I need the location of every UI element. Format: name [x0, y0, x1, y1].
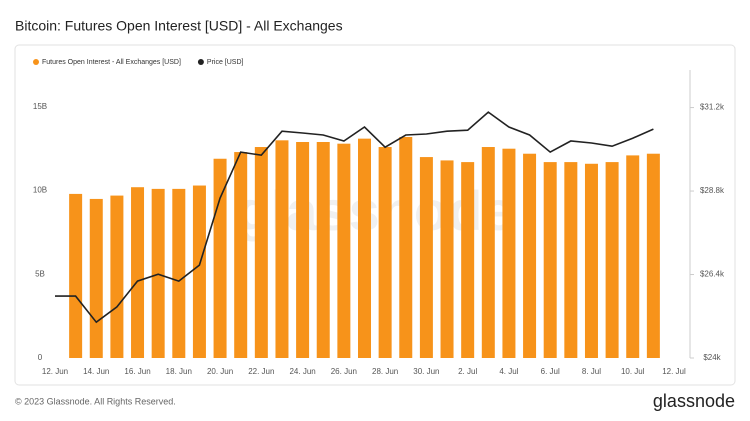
bar [440, 160, 454, 358]
bar [110, 195, 124, 358]
bar [296, 142, 310, 358]
x-tick-label: 18. Jun [166, 367, 192, 376]
bar [234, 152, 248, 358]
y2-tick-label: $26.4k [700, 270, 725, 279]
x-tick-label: 4. Jul [499, 367, 518, 376]
bar [275, 140, 289, 358]
bar [564, 162, 578, 358]
x-tick-label: 22. Jun [248, 367, 274, 376]
bar [543, 162, 557, 358]
x-tick-label: 20. Jun [207, 367, 233, 376]
x-tick-label: 16. Jun [124, 367, 150, 376]
x-tick-label: 28. Jun [372, 367, 398, 376]
bar [419, 157, 433, 358]
bar [192, 185, 206, 358]
logo: glassnode [653, 391, 735, 411]
x-tick-label: 24. Jun [289, 367, 315, 376]
bar [502, 148, 516, 358]
y2-tick-label: $28.8k [700, 186, 725, 195]
y-tick-label: 10B [33, 186, 47, 195]
bar [69, 193, 83, 358]
x-tick-label: 2. Jul [458, 367, 477, 376]
bar [337, 143, 351, 358]
bar [89, 198, 103, 358]
x-tick-label: 12. Jul [662, 367, 686, 376]
bar [646, 153, 660, 358]
x-tick-label: 26. Jun [331, 367, 357, 376]
bar [626, 155, 640, 358]
y-tick-label: 5B [35, 269, 45, 278]
y2-tick-label: $24k [703, 353, 721, 362]
copyright: © 2023 Glassnode. All Rights Reserved. [15, 396, 176, 406]
legend-label: Futures Open Interest - All Exchanges [U… [42, 59, 181, 66]
y-tick-label: 0 [38, 353, 43, 362]
x-tick-label: 10. Jul [621, 367, 645, 376]
bar [131, 187, 145, 358]
bar [584, 163, 598, 358]
x-tick-label: 14. Jun [83, 367, 109, 376]
y2-tick-label: $31.2k [700, 103, 725, 112]
price-line [55, 111, 654, 324]
y-tick-label: 15B [33, 102, 47, 111]
legend-marker [33, 59, 39, 65]
x-tick-label: 8. Jul [582, 367, 601, 376]
bar [523, 153, 537, 358]
bar [605, 162, 619, 358]
legend-marker [197, 59, 204, 65]
bar [461, 162, 475, 358]
bar [481, 147, 495, 358]
chart-frame [14, 44, 736, 386]
bar [399, 136, 413, 358]
legend-label: Price [USD] [207, 59, 244, 66]
bar [358, 138, 371, 358]
bar [316, 142, 330, 358]
chart-title: Bitcoin: Futures Open Interest [USD] - A… [15, 18, 343, 34]
x-tick-label: 12. Jun [42, 367, 68, 376]
x-tick-label: 6. Jul [541, 367, 560, 376]
bar [378, 147, 392, 358]
bar [254, 147, 268, 358]
bar [172, 188, 186, 358]
x-tick-label: 30. Jun [413, 367, 439, 376]
